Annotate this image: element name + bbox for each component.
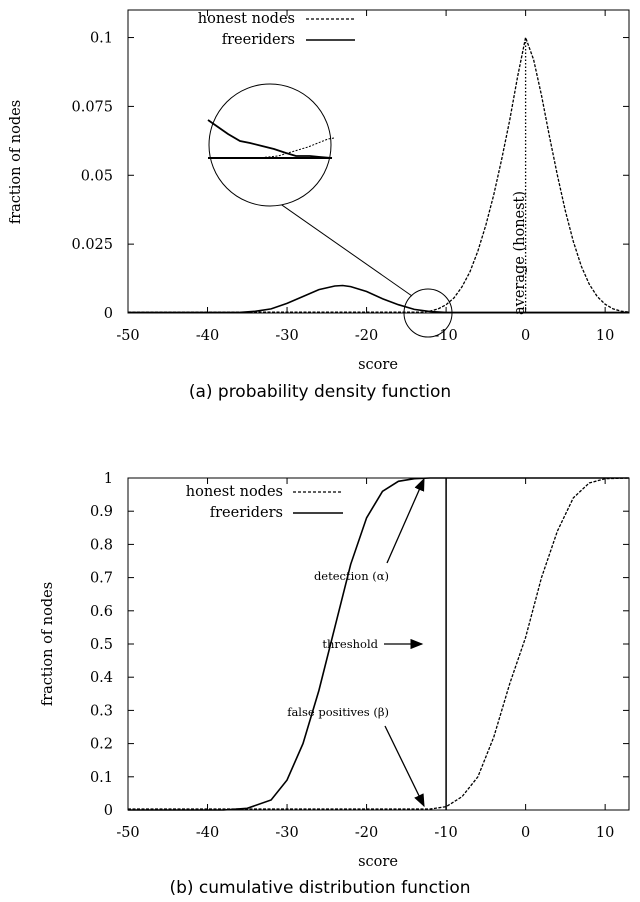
average-annotation: average (honest): [512, 191, 528, 315]
y-tick-label: 0.8: [90, 537, 113, 553]
x-tick-label: 0: [521, 328, 530, 344]
y-tick-label: 0: [104, 306, 113, 322]
x-tick-label: -40: [196, 825, 219, 841]
legend-label-freeriders-a: freeriders: [222, 32, 295, 48]
plot-frame-a: [127, 9, 630, 314]
x-tick-label: -20: [355, 328, 378, 344]
x-tick-label: 0: [521, 825, 530, 841]
x-tick-label: -50: [116, 825, 139, 841]
y-tick-label: 1: [104, 471, 113, 487]
x-axis-title-b: score: [358, 854, 398, 870]
series-line-honest-nodes: [128, 35, 630, 313]
y-ticks-b: 0 0.1 0.2 0.3 0.4 0.5 0.6 0.7 0.8 0.9 1: [90, 471, 629, 819]
series-line-honest-nodes: [128, 477, 630, 810]
false-positives-arrow: [384, 725, 425, 808]
zoom-circle: [208, 83, 332, 207]
legend-label-freeriders-b: freeriders: [210, 505, 283, 521]
x-tick-label: -10: [434, 825, 457, 841]
plot-frame-b: [127, 477, 630, 811]
caption-b: (b) cumulative distribution function: [169, 878, 470, 898]
y-tick-label: 0.4: [90, 670, 113, 686]
x-tick-label: -50: [116, 328, 139, 344]
x-tick-label: -10: [434, 328, 457, 344]
panel-b: -50 -40 -30 -20 -10 0 10 0 0.1 0.2 0.3 0.4 0.5 0.6 0.…: [40, 471, 630, 898]
y-axis-title-a: fraction of nodes: [8, 100, 24, 224]
x-tick-label: -30: [275, 825, 298, 841]
zoom-freeriders-line: [207, 119, 333, 159]
x-tick-label: -30: [275, 328, 298, 344]
series-line-freeriders: [128, 477, 629, 811]
y-tick-label: 0.2: [90, 737, 113, 753]
zoom-source-circle: [403, 288, 453, 338]
y-tick-label: 0.9: [90, 504, 113, 520]
y-axis-title-b: fraction of nodes: [40, 582, 56, 706]
detection-annotation: detection (α): [314, 569, 389, 583]
x-tick-label: 10: [596, 825, 614, 841]
legend-label-honest-a: honest nodes: [198, 11, 295, 27]
x-tick-label: 10: [596, 328, 614, 344]
y-tick-label: 0: [104, 803, 113, 819]
series-b: [128, 477, 630, 811]
y-tick-label: 0.5: [90, 637, 113, 653]
x-tick-label: -20: [355, 825, 378, 841]
y-tick-label: 0.025: [71, 237, 113, 253]
panel-a: -50 -40 -30 -20 -10 0 10 0 0.025 0.05 0.075 0.1 ho…: [8, 9, 630, 402]
false-positives-annotation: false positives (β): [287, 705, 389, 719]
legend-label-honest-b: honest nodes: [186, 484, 283, 500]
x-ticks-a: -50 -40 -30 -20 -10 0 10: [116, 10, 614, 344]
series-line-freeriders: [128, 284, 629, 314]
y-ticks-a: 0 0.025 0.05 0.075 0.1: [71, 31, 629, 322]
y-tick-label: 0.3: [90, 703, 113, 719]
threshold-annotation: threshold: [322, 637, 378, 651]
y-tick-label: 0.075: [71, 99, 113, 115]
y-tick-label: 0.1: [90, 31, 113, 47]
x-ticks-b: -50 -40 -30 -20 -10 0 10: [116, 478, 614, 841]
y-tick-label: 0.7: [90, 571, 113, 587]
detection-arrow: [386, 477, 425, 564]
y-tick-label: 0.6: [90, 604, 113, 620]
x-tick-label: -40: [196, 328, 219, 344]
y-tick-label: 0.05: [81, 168, 113, 184]
x-axis-title-a: score: [358, 357, 398, 373]
zoom-inset: [207, 83, 453, 338]
caption-a: (a) probability density function: [189, 382, 451, 402]
series-a: [128, 35, 630, 314]
y-tick-label: 0.1: [90, 770, 113, 786]
